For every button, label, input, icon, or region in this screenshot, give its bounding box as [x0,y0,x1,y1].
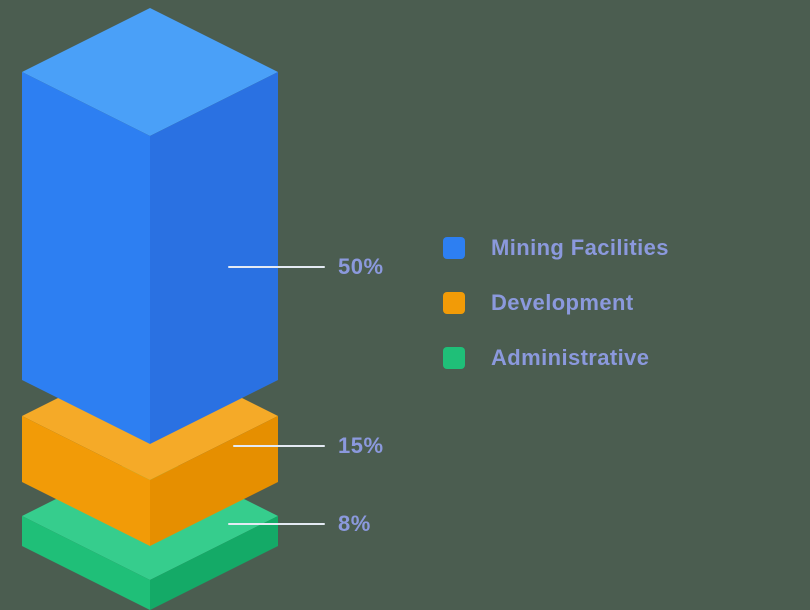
value-label-development: 15% [338,433,384,458]
development-segment-left-face [22,416,150,546]
leader-line-administrative [228,523,325,525]
legend-item-mining: Mining Facilities [443,234,669,262]
administrative-segment-right-face [150,516,278,610]
leader-line-development [233,445,325,447]
value-label-administrative: 8% [338,511,371,536]
legend-label-development: Development [491,290,634,315]
mining-facilities-segment-right-face [150,72,278,444]
legend-item-development: Development [443,289,669,317]
legend-swatch-blue-icon [443,237,465,259]
legend: Mining Facilities Development Administra… [443,234,669,399]
mining-facilities-segment-left-face [22,72,150,444]
legend-label-mining: Mining Facilities [491,235,669,260]
legend-label-administrative: Administrative [491,345,650,370]
value-label-mining: 50% [338,254,384,279]
legend-swatch-orange-icon [443,292,465,314]
administrative-segment-left-face [22,516,150,610]
leader-line-mining [228,266,325,268]
development-segment-right-face [150,416,278,546]
legend-item-administrative: Administrative [443,344,669,372]
legend-swatch-green-icon [443,347,465,369]
